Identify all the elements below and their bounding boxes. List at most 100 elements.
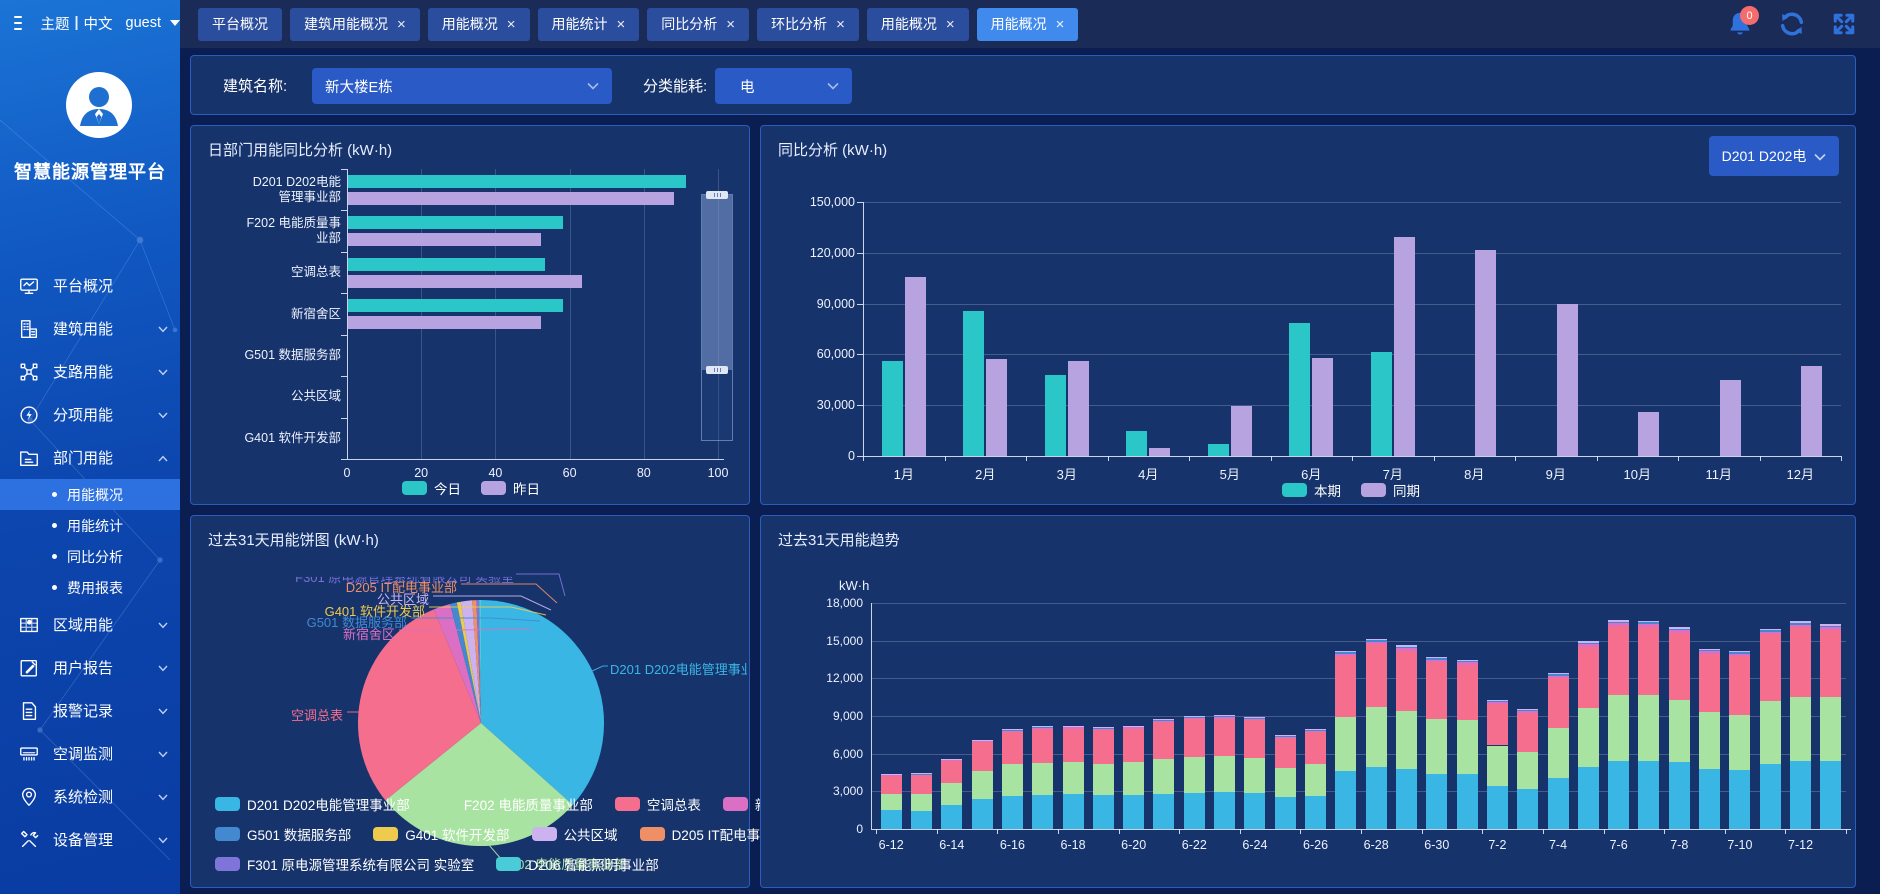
stack-seg-small: [1032, 726, 1054, 727]
yoy-panel-title: 同比分析 (kW·h): [778, 142, 888, 159]
sidebar-item-10[interactable]: 设备管理: [0, 818, 180, 861]
sidebar-item-9[interactable]: 系统检测: [0, 775, 180, 818]
stack-seg-small: [1729, 652, 1751, 655]
stack-seg: [1577, 767, 1599, 829]
stack-seg: [971, 770, 993, 800]
sidebar-subitem-同比分析[interactable]: 同比分析: [0, 541, 180, 572]
legend-item-D205 IT配电事业部[interactable]: D205 IT配电事业部: [639, 824, 787, 844]
stack-seg: [1395, 710, 1417, 770]
tab-平台概况[interactable]: 平台概况: [198, 7, 282, 41]
x-tick-label: 7-12: [1788, 838, 1814, 852]
user-menu[interactable]: 主题 | 中文 guest: [40, 13, 180, 34]
close-tab-icon[interactable]: ×: [945, 15, 955, 33]
meter-icon: [18, 404, 40, 426]
pie-slice-G401 软件开发部: [456, 601, 481, 723]
legend-item-空调总表[interactable]: 空调总表: [614, 794, 701, 814]
x-tick-label: 6-22: [1181, 838, 1207, 852]
avatar[interactable]: [66, 72, 132, 138]
stack-seg: [1547, 727, 1569, 778]
username[interactable]: guest: [125, 15, 161, 31]
legend-item-昨日[interactable]: 昨日: [481, 478, 540, 498]
legend-item-F301 原电源管理系统有限公司 实验室[interactable]: F301 原电源管理系统有限公司 实验室: [215, 854, 474, 874]
legend-item-同期[interactable]: 同期: [1361, 480, 1420, 500]
sidebar-item-5[interactable]: 区域用能: [0, 603, 180, 646]
close-tab-icon[interactable]: ×: [1055, 15, 1065, 33]
bar-current: [1370, 351, 1392, 456]
theme-link[interactable]: 主题: [40, 16, 70, 33]
legend-item-本期[interactable]: 本期: [1282, 480, 1341, 500]
datazoom-handle-top[interactable]: [706, 191, 728, 199]
building-select[interactable]: 新大楼E栋: [312, 68, 612, 104]
legend-item-G401 软件开发部[interactable]: G401 软件开发部: [373, 824, 510, 844]
meter-select[interactable]: D201 D202电: [1709, 136, 1839, 176]
datazoom-slider[interactable]: [701, 191, 733, 441]
stack-seg: [1365, 644, 1387, 708]
sidebar-item-3[interactable]: 分项用能: [0, 393, 180, 436]
refresh-icon[interactable]: [1778, 10, 1806, 38]
sidebar-subitem-费用报表[interactable]: 费用报表: [0, 572, 180, 603]
legend-item-D201 D202电能管理事业部[interactable]: D201 D202电能管理事业部: [215, 794, 410, 814]
stack-seg: [1244, 792, 1266, 829]
close-tab-icon[interactable]: ×: [506, 15, 516, 33]
sidebar-item-7[interactable]: 报警记录: [0, 689, 180, 732]
tab-用能概况[interactable]: 用能概况 ×: [427, 7, 530, 41]
fullscreen-icon[interactable]: [1830, 10, 1858, 38]
building-icon: [18, 318, 40, 340]
stack-seg-small: [1153, 720, 1175, 723]
close-tab-icon[interactable]: ×: [616, 15, 626, 33]
stack-seg-small: [1486, 701, 1508, 703]
sidebar-item-8[interactable]: 空调监测: [0, 732, 180, 775]
sidebar-item-4[interactable]: 部门用能: [0, 436, 180, 479]
sidebar-subitem-用能统计[interactable]: 用能统计: [0, 510, 180, 541]
bar-current: [1207, 444, 1229, 456]
stack-seg: [1608, 761, 1630, 829]
energy-select[interactable]: 电: [715, 68, 852, 104]
notification-bell-icon[interactable]: 0: [1726, 6, 1759, 38]
tab-用能概况[interactable]: 用能概况 ×: [866, 7, 969, 41]
bar-yesterday: [348, 233, 541, 247]
tab-建筑用能概况[interactable]: 建筑用能概况 ×: [290, 7, 420, 41]
legend-item-G501 数据服务部[interactable]: G501 数据服务部: [215, 824, 351, 844]
stack-seg-small: [1577, 641, 1599, 643]
tab-同比分析[interactable]: 同比分析 ×: [647, 7, 750, 41]
close-tab-icon[interactable]: ×: [397, 15, 406, 33]
x-tick-label: 7-6: [1609, 838, 1628, 852]
stack-seg: [1638, 694, 1660, 761]
stack-seg-small: [1699, 651, 1721, 654]
sidebar-subitem-用能概况[interactable]: 用能概况: [0, 479, 180, 510]
close-tab-icon[interactable]: ×: [726, 15, 736, 33]
sidebar-item-2[interactable]: 支路用能: [0, 350, 180, 393]
energy-filter-label: 分类能耗:: [643, 78, 708, 95]
x-tick-label: 80: [636, 466, 651, 480]
stack-seg: [1274, 796, 1296, 829]
x-tick-label: 7-10: [1727, 838, 1753, 852]
yoy-panel: 同比分析 (kW·h) D201 D202电 0 30,000 60,000 90,0…: [760, 125, 1856, 505]
sidebar-item-0[interactable]: 平台概况: [0, 264, 180, 307]
tab-环比分析[interactable]: 环比分析 ×: [757, 7, 859, 41]
stack-seg-small: [1032, 726, 1054, 728]
stack-seg-small: [1183, 716, 1205, 718]
bar-previous: [986, 358, 1008, 456]
legend-item-今日[interactable]: 今日: [402, 478, 461, 498]
hamburger-menu-icon[interactable]: [14, 12, 23, 34]
tab-用能概况[interactable]: 用能概况 ×: [976, 7, 1079, 41]
stack-seg: [1699, 712, 1721, 769]
tab-用能统计[interactable]: 用能统计 ×: [537, 7, 640, 41]
stack-seg: [1577, 646, 1599, 709]
datazoom-handle-bottom[interactable]: [706, 366, 728, 374]
stack-seg: [1365, 767, 1387, 829]
close-tab-icon[interactable]: ×: [836, 15, 845, 33]
legend-item-D206 智能照明事业部[interactable]: D206 智能照明事业部: [496, 854, 659, 874]
stack-seg-small: [1092, 727, 1114, 729]
legend-item-F202 电能质量事业部[interactable]: F202 电能质量事业部: [431, 794, 593, 814]
x-tick-label: 8月: [1464, 467, 1485, 482]
stack-seg-small: [1274, 735, 1296, 736]
legend-item-公共区域[interactable]: 公共区域: [531, 824, 618, 844]
sidebar-item-1[interactable]: 建筑用能: [0, 307, 180, 350]
chevron-down-icon: [1814, 148, 1826, 164]
bar-previous: [1801, 366, 1823, 456]
stack-seg: [1183, 756, 1205, 793]
language-link[interactable]: 中文: [83, 16, 113, 33]
sidebar-item-6[interactable]: 用户报告: [0, 646, 180, 689]
